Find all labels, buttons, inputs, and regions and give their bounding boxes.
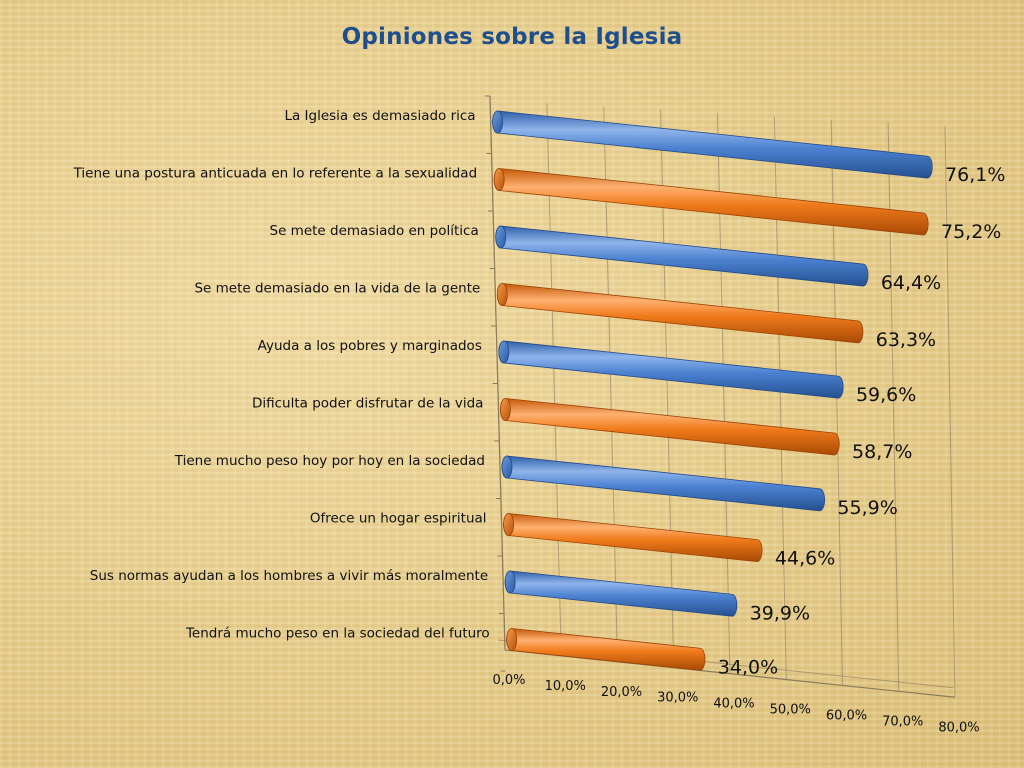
x-tick-label: 60,0% [826,708,867,723]
bar-cap [495,225,507,249]
bar [504,570,738,617]
x-tick-label: 40,0% [713,697,754,712]
data-label: 55,9% [837,497,897,519]
x-tick-label: 10,0% [545,679,586,694]
bar [492,110,933,179]
bars [492,110,933,671]
category-label: Se mete demasiado en política [270,223,479,239]
data-label: 39,9% [750,602,810,624]
category-label: Sus normas ayudan a los hombres a vivir … [90,568,488,584]
data-label: 44,6% [775,548,835,570]
bar [493,168,929,236]
x-tick-label: 0,0% [492,673,525,688]
category-label: Tiene mucho peso hoy por hoy en la socie… [174,453,485,469]
data-label: 34,0% [718,656,778,678]
bar-cap [506,628,518,651]
bar [501,455,825,512]
category-label: Tiene una postura anticuada en lo refere… [73,166,478,182]
data-label: 64,4% [881,272,941,294]
bar [498,340,844,399]
labels: 0,0% 10,0% 20,0% 30,0% 40,0% 50,0% 60,0% 70,0% 8… [73,108,1006,735]
category-label: Tendrá mucho peso en la sociedad del fut… [185,626,490,642]
category-label: Se mete demasiado en la vida de la gente [194,281,480,297]
bar-cap [503,513,514,536]
gridline [887,122,900,692]
bar-cap [496,283,508,306]
bar [500,398,840,456]
data-label: 58,7% [852,441,912,463]
category-label: Ofrece un hogar espiritual [310,511,487,527]
bar-cap [498,340,510,364]
category-label: Ayuda a los pobres y marginados [258,338,482,354]
data-label: 63,3% [876,329,936,351]
x-tick-label: 70,0% [882,714,923,729]
bar-cap [500,398,511,421]
gridline [944,126,956,698]
bar-cap [501,455,513,479]
bar [503,513,763,562]
bar-cap [493,168,505,191]
x-tick-label: 30,0% [657,691,698,706]
bar-cap [492,110,504,134]
data-label: 59,6% [856,384,916,406]
category-label: Dificulta poder disfrutar de la vida [252,396,483,412]
bar-cap [504,570,516,594]
y-axis-line [489,95,506,651]
x-tick-label: 80,0% [938,720,979,735]
bar [506,628,706,671]
chart-title: Opiniones sobre la Iglesia [341,24,683,50]
x-tick-label: 20,0% [601,685,642,700]
x-tick-label: 50,0% [770,703,811,718]
data-label: 76,1% [945,164,1005,186]
category-label: La Iglesia es demasiado rica [284,108,475,124]
data-label: 75,2% [941,221,1001,243]
